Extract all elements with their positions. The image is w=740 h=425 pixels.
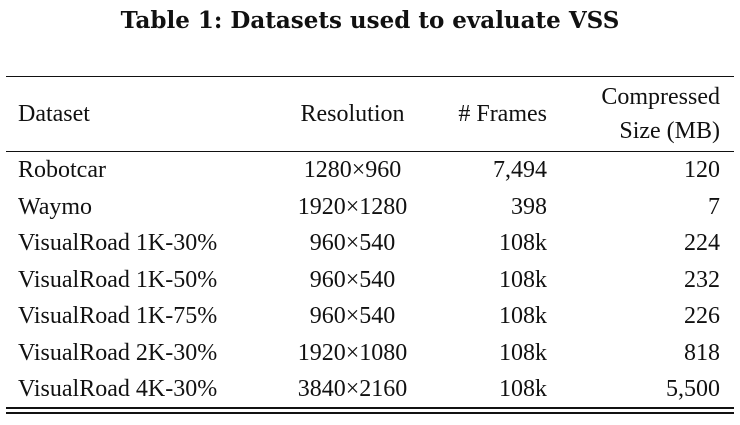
table-row: VisualRoad 4K-30% 3840×2160 108k 5,500 — [6, 371, 734, 408]
cell-dataset: VisualRoad 4K-30% — [18, 376, 218, 403]
cell-resolution: 1920×1280 — [297, 193, 408, 220]
table-row: Waymo 1920×1280 398 7 — [6, 189, 734, 226]
cell-resolution: 1280×960 — [303, 157, 402, 184]
header-size-line2: Size (MB) — [619, 118, 720, 144]
table-row: VisualRoad 2K-30% 1920×1080 108k 818 — [6, 335, 734, 372]
table-caption: Table 1: Datasets used to evaluate VSS — [120, 7, 620, 34]
header-rule — [6, 151, 734, 153]
header-dataset: Dataset — [18, 101, 90, 127]
cell-frames: 108k — [499, 339, 547, 366]
table-row: Robotcar 1280×960 7,494 120 — [6, 152, 734, 189]
cell-dataset: VisualRoad 1K-50% — [18, 266, 218, 293]
cell-frames: 398 — [511, 193, 547, 220]
cell-size: 226 — [684, 303, 720, 330]
cell-size: 5,500 — [666, 376, 720, 403]
table-header-row: Dataset Resolution # Frames Compressed S… — [6, 76, 734, 152]
cell-resolution: 3840×2160 — [297, 376, 408, 403]
cell-frames: 7,494 — [493, 157, 547, 184]
cell-resolution: 1920×1080 — [297, 339, 408, 366]
header-size-line1: Compressed — [601, 84, 720, 110]
cell-dataset: Robotcar — [18, 157, 106, 184]
cell-size: 232 — [684, 266, 720, 293]
cell-dataset: Waymo — [18, 193, 93, 220]
bottom-rule-lower — [6, 412, 734, 414]
header-frames: # Frames — [458, 101, 547, 127]
cell-size: 818 — [684, 339, 720, 366]
cell-size: 7 — [708, 193, 720, 220]
table-row: VisualRoad 1K-50% 960×540 108k 232 — [6, 262, 734, 299]
table-row: VisualRoad 1K-75% 960×540 108k 226 — [6, 298, 734, 335]
cell-dataset: VisualRoad 2K-30% — [18, 339, 218, 366]
table-row: VisualRoad 1K-30% 960×540 108k 224 — [6, 225, 734, 262]
header-compressed-size: Compressed Size (MB) — [553, 76, 734, 152]
cell-resolution: 960×540 — [309, 230, 396, 257]
cell-resolution: 960×540 — [309, 303, 396, 330]
cell-dataset: VisualRoad 1K-30% — [18, 230, 218, 257]
cell-frames: 108k — [499, 303, 547, 330]
bottom-rule-upper — [6, 407, 734, 409]
cell-size: 224 — [684, 230, 720, 257]
cell-frames: 108k — [499, 266, 547, 293]
cell-frames: 108k — [499, 230, 547, 257]
header-resolution: Resolution — [300, 101, 405, 127]
cell-resolution: 960×540 — [309, 266, 396, 293]
cell-frames: 108k — [499, 376, 547, 403]
cell-dataset: VisualRoad 1K-75% — [18, 303, 218, 330]
top-rule — [6, 76, 734, 78]
cell-size: 120 — [684, 157, 720, 184]
datasets-table: Dataset Resolution # Frames Compressed S… — [6, 76, 734, 408]
